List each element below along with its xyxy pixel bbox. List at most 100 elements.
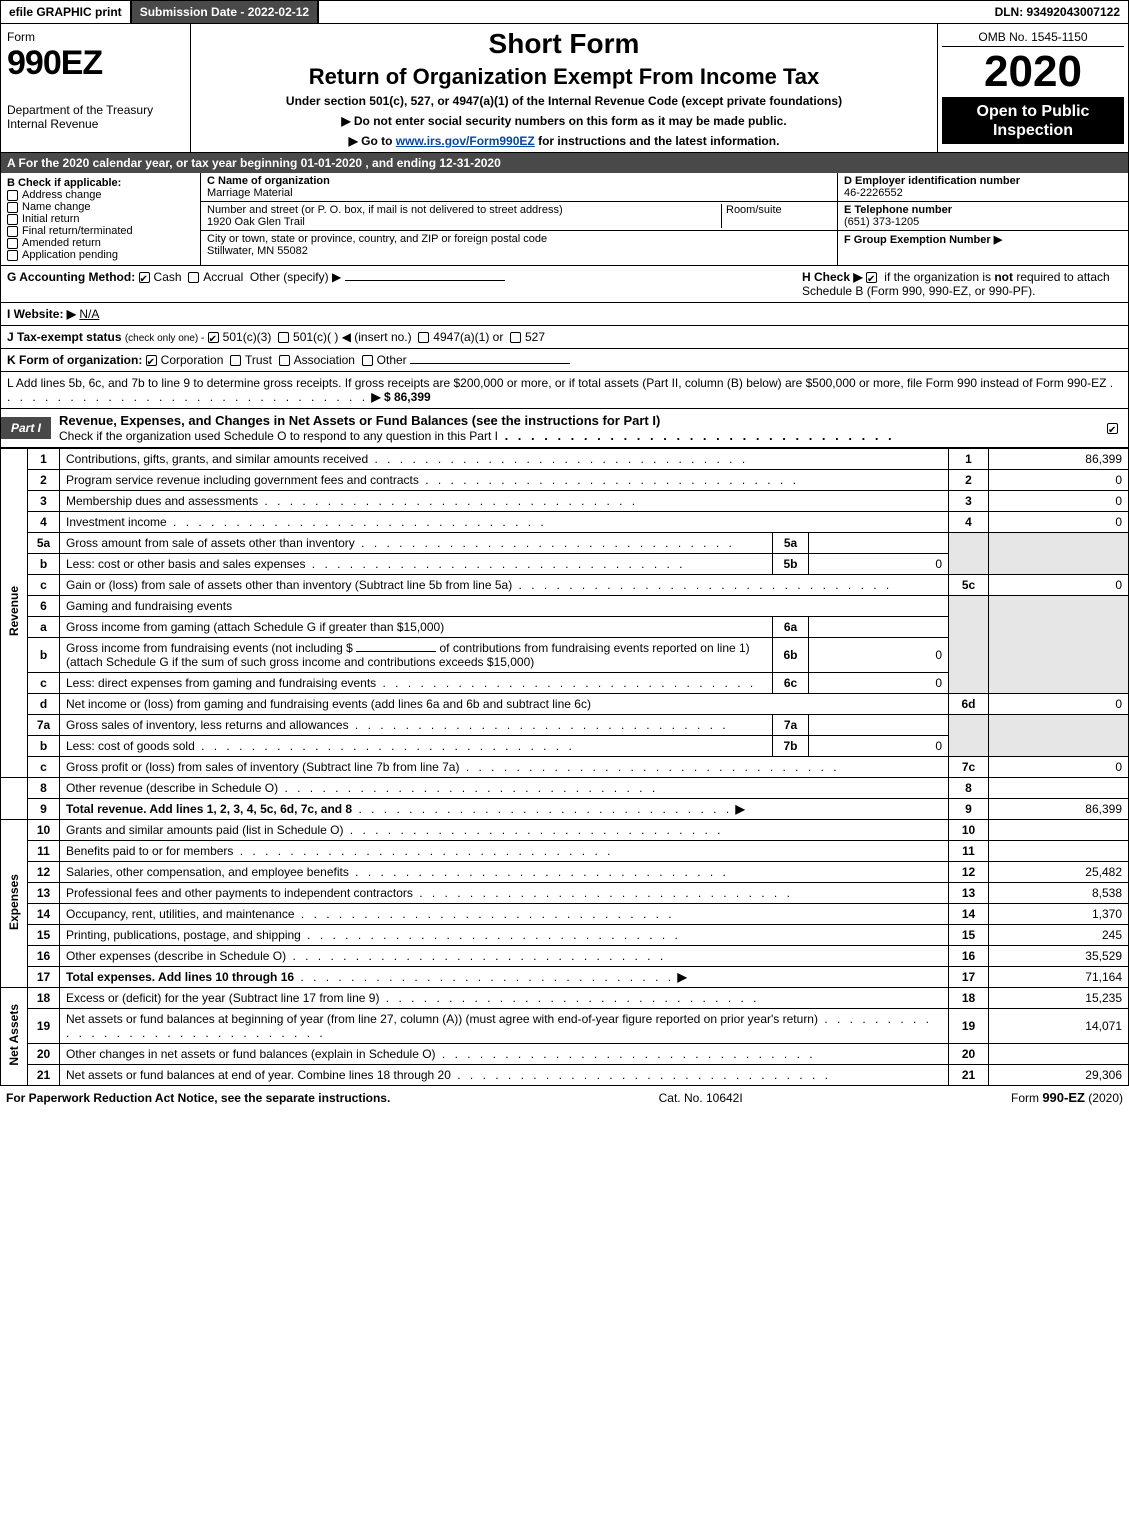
desc-18: Excess or (deficit) for the year (Subtra… bbox=[66, 991, 379, 1005]
row-20: 20 Other changes in net assets or fund b… bbox=[1, 1044, 1129, 1065]
desc-6a: Gross income from gaming (attach Schedul… bbox=[66, 620, 444, 634]
val-8 bbox=[989, 778, 1129, 799]
g-label: G Accounting Method: bbox=[7, 270, 135, 284]
val-1: 86,399 bbox=[989, 449, 1129, 470]
opt-name-change: Name change bbox=[22, 201, 91, 213]
efile-print-label[interactable]: efile GRAPHIC print bbox=[1, 1, 132, 23]
part-i-title: Revenue, Expenses, and Changes in Net As… bbox=[59, 413, 660, 428]
header-left: Form 990EZ Department of the Treasury In… bbox=[1, 24, 191, 152]
section-j-tax-exempt: J Tax-exempt status (check only one) - 5… bbox=[0, 326, 1129, 349]
row-9: 9 Total revenue. Add lines 1, 2, 3, 4, 5… bbox=[1, 799, 1129, 820]
j-527: 527 bbox=[525, 330, 545, 344]
open-public-inspection: Open to Public Inspection bbox=[942, 98, 1124, 144]
opt-initial-return: Initial return bbox=[22, 213, 79, 225]
checkbox-cash[interactable] bbox=[139, 272, 150, 283]
val-10 bbox=[989, 820, 1129, 841]
checkbox-initial-return[interactable] bbox=[7, 214, 18, 225]
val-5c: 0 bbox=[989, 575, 1129, 596]
goto-line: ▶ Go to www.irs.gov/Form990EZ for instru… bbox=[201, 134, 927, 148]
ival-5a bbox=[809, 533, 949, 554]
desc-14: Occupancy, rent, utilities, and maintena… bbox=[66, 907, 295, 921]
part-i-badge: Part I bbox=[1, 417, 51, 439]
val-2: 0 bbox=[989, 470, 1129, 491]
desc-3: Membership dues and assessments bbox=[66, 494, 258, 508]
desc-4: Investment income bbox=[66, 515, 167, 529]
desc-16: Other expenses (describe in Schedule O) bbox=[66, 949, 286, 963]
top-bar: efile GRAPHIC print Submission Date - 20… bbox=[0, 0, 1129, 24]
val-13: 8,538 bbox=[989, 883, 1129, 904]
row-12: 12 Salaries, other compensation, and emp… bbox=[1, 862, 1129, 883]
footer-bar: For Paperwork Reduction Act Notice, see … bbox=[0, 1086, 1129, 1109]
desc-5a: Gross amount from sale of assets other t… bbox=[66, 536, 355, 550]
d-label: D Employer identification number bbox=[844, 175, 1020, 187]
val-6d: 0 bbox=[989, 694, 1129, 715]
checkbox-501c[interactable] bbox=[278, 332, 289, 343]
desc-6: Gaming and fundraising events bbox=[66, 599, 232, 613]
desc-20: Other changes in net assets or fund bala… bbox=[66, 1047, 436, 1061]
checkbox-accrual[interactable] bbox=[188, 272, 199, 283]
ival-6a bbox=[809, 617, 949, 638]
row-7c: c Gross profit or (loss) from sales of i… bbox=[1, 757, 1129, 778]
k-association: Association bbox=[294, 353, 355, 367]
desc-6b: Gross income from fundraising events (no… bbox=[66, 641, 353, 655]
desc-17: Total expenses. Add lines 10 through 16 bbox=[66, 970, 294, 984]
checkbox-4947[interactable] bbox=[418, 332, 429, 343]
checkbox-other-org[interactable] bbox=[362, 355, 373, 366]
val-19: 14,071 bbox=[989, 1009, 1129, 1044]
irs-link[interactable]: www.irs.gov/Form990EZ bbox=[396, 134, 535, 148]
checkbox-trust[interactable] bbox=[230, 355, 241, 366]
checkbox-address-change[interactable] bbox=[7, 190, 18, 201]
val-3: 0 bbox=[989, 491, 1129, 512]
desc-13: Professional fees and other payments to … bbox=[66, 886, 413, 900]
k-corporation: Corporation bbox=[161, 353, 224, 367]
checkbox-name-change[interactable] bbox=[7, 202, 18, 213]
desc-12: Salaries, other compensation, and employ… bbox=[66, 865, 349, 879]
val-4: 0 bbox=[989, 512, 1129, 533]
desc-2: Program service revenue including govern… bbox=[66, 473, 419, 487]
ival-6b: 0 bbox=[809, 638, 949, 673]
section-g-h: G Accounting Method: Cash Accrual Other … bbox=[0, 266, 1129, 303]
omb-number: OMB No. 1545-1150 bbox=[942, 28, 1124, 47]
desc-7c: Gross profit or (loss) from sales of inv… bbox=[66, 760, 459, 774]
h-not: not bbox=[994, 270, 1013, 284]
row-5a: 5a Gross amount from sale of assets othe… bbox=[1, 533, 1129, 554]
val-15: 245 bbox=[989, 925, 1129, 946]
tax-year: 2020 bbox=[942, 47, 1124, 98]
ival-5b: 0 bbox=[809, 554, 949, 575]
return-title: Return of Organization Exempt From Incom… bbox=[201, 64, 927, 90]
form-number: 990EZ bbox=[7, 44, 184, 83]
netassets-side-label: Net Assets bbox=[1, 988, 28, 1086]
row-1: Revenue 1 Contributions, gifts, grants, … bbox=[1, 449, 1129, 470]
form-header: Form 990EZ Department of the Treasury In… bbox=[0, 24, 1129, 153]
checkbox-association[interactable] bbox=[279, 355, 290, 366]
val-14: 1,370 bbox=[989, 904, 1129, 925]
h-text: if the organization is bbox=[884, 270, 994, 284]
no-ssn-note: ▶ Do not enter social security numbers o… bbox=[201, 114, 927, 128]
goto-pre: ▶ Go to bbox=[349, 134, 396, 148]
part-i-subtitle: Check if the organization used Schedule … bbox=[59, 429, 498, 443]
j-label: J Tax-exempt status bbox=[7, 330, 122, 344]
checkbox-final-return[interactable] bbox=[7, 226, 18, 237]
under-section: Under section 501(c), 527, or 4947(a)(1)… bbox=[201, 94, 927, 108]
b-check-if: B Check if applicable: bbox=[7, 177, 194, 189]
org-address: 1920 Oak Glen Trail bbox=[207, 216, 305, 228]
desc-1: Contributions, gifts, grants, and simila… bbox=[66, 452, 368, 466]
row-11: 11 Benefits paid to or for members 11 bbox=[1, 841, 1129, 862]
row-4: 4 Investment income 4 0 bbox=[1, 512, 1129, 533]
desc-19: Net assets or fund balances at beginning… bbox=[66, 1012, 818, 1026]
checkbox-h[interactable] bbox=[866, 272, 877, 283]
val-7c: 0 bbox=[989, 757, 1129, 778]
checkbox-corporation[interactable] bbox=[146, 355, 157, 366]
checkbox-527[interactable] bbox=[510, 332, 521, 343]
form-word: Form bbox=[7, 30, 184, 44]
checkbox-amended-return[interactable] bbox=[7, 238, 18, 249]
paperwork-notice: For Paperwork Reduction Act Notice, see … bbox=[6, 1091, 390, 1105]
checkbox-501c3[interactable] bbox=[208, 332, 219, 343]
telephone: (651) 373-1205 bbox=[844, 216, 919, 228]
desc-7a: Gross sales of inventory, less returns a… bbox=[66, 718, 349, 732]
row-21: 21 Net assets or fund balances at end of… bbox=[1, 1065, 1129, 1086]
checkbox-schedule-o-part-i[interactable] bbox=[1107, 423, 1118, 434]
part-i-table: Revenue 1 Contributions, gifts, grants, … bbox=[0, 448, 1129, 1086]
checkbox-application-pending[interactable] bbox=[7, 250, 18, 261]
city-label: City or town, state or province, country… bbox=[207, 233, 547, 245]
